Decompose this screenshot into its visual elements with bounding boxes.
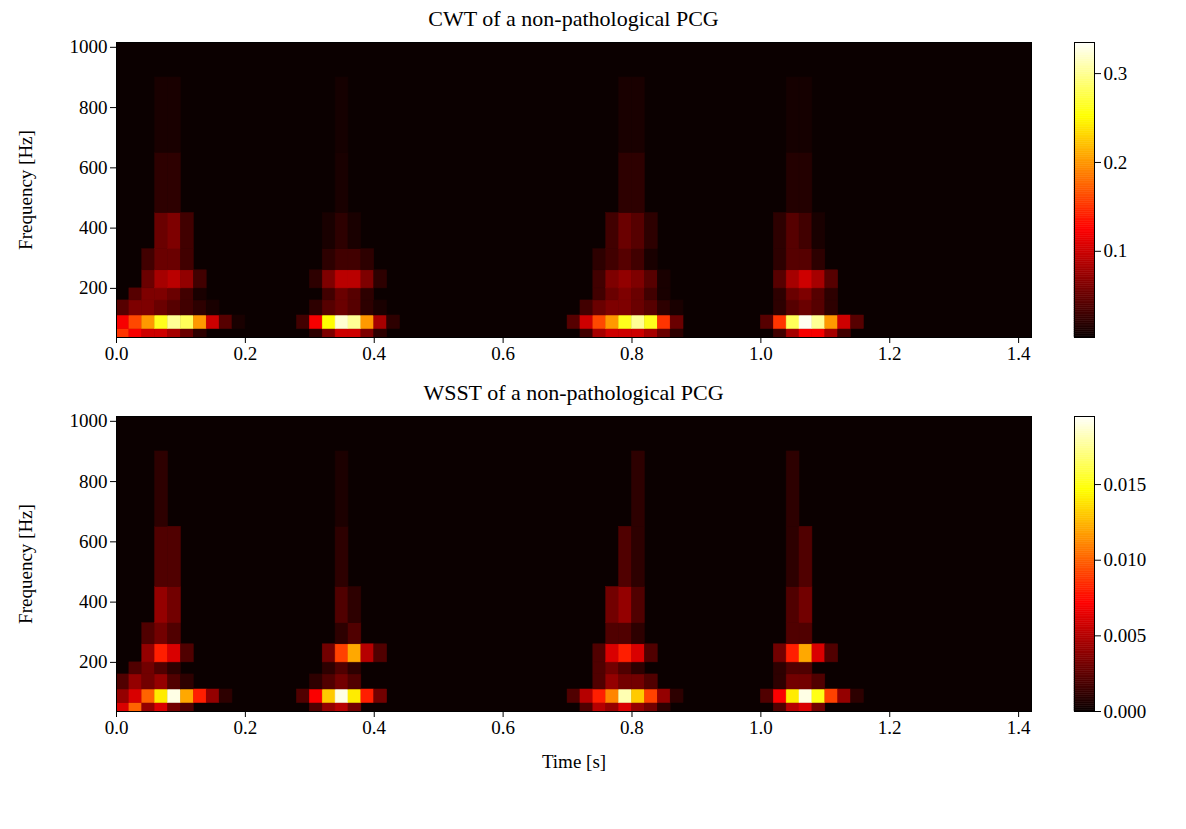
svg-text:400: 400 — [79, 217, 108, 238]
svg-text:1.0: 1.0 — [749, 343, 773, 364]
html-text:WSST of a non-pathological PCG: WSST of a non-pathological PCG — [423, 380, 724, 405]
svg-text:0.2: 0.2 — [233, 717, 257, 738]
svg-text:0.010: 0.010 — [1104, 549, 1147, 570]
svg-text:800: 800 — [79, 471, 108, 492]
svg-text:0.8: 0.8 — [620, 343, 644, 364]
svg-text:1000: 1000 — [70, 410, 108, 431]
svg-text:1.4: 1.4 — [1007, 343, 1031, 364]
svg-text:1.2: 1.2 — [878, 343, 902, 364]
svg-text:0.0: 0.0 — [105, 717, 129, 738]
svg-text:1.4: 1.4 — [1007, 717, 1031, 738]
svg-text:0.015: 0.015 — [1104, 474, 1147, 495]
svg-text:0.2: 0.2 — [1104, 152, 1128, 173]
svg-text:0.8: 0.8 — [620, 717, 644, 738]
svg-text:800: 800 — [79, 97, 108, 118]
svg-text:0.2: 0.2 — [233, 343, 257, 364]
svg-text:1.2: 1.2 — [878, 717, 902, 738]
svg-text:0.000: 0.000 — [1104, 701, 1147, 722]
svg-text:Frequency [Hz]: Frequency [Hz] — [15, 504, 36, 624]
svg-text:0.1: 0.1 — [1104, 240, 1128, 261]
svg-text:0.005: 0.005 — [1104, 625, 1147, 646]
svg-text:600: 600 — [79, 157, 108, 178]
svg-text:Time [s]: Time [s] — [542, 751, 606, 772]
svg-text:0.4: 0.4 — [362, 343, 386, 364]
svg-text:200: 200 — [79, 277, 108, 298]
svg-text:0.3: 0.3 — [1104, 63, 1128, 84]
svg-text:1.0: 1.0 — [749, 717, 773, 738]
svg-text:1000: 1000 — [70, 36, 108, 57]
svg-text:0.0: 0.0 — [105, 343, 129, 364]
html-text:CWT of a non-pathological PCG: CWT of a non-pathological PCG — [428, 6, 719, 31]
svg-text:0.4: 0.4 — [362, 717, 386, 738]
svg-text:200: 200 — [79, 651, 108, 672]
svg-text:600: 600 — [79, 531, 108, 552]
svg-text:0.6: 0.6 — [491, 343, 515, 364]
svg-text:Frequency [Hz]: Frequency [Hz] — [15, 130, 36, 250]
svg-text:0.6: 0.6 — [491, 717, 515, 738]
svg-text:400: 400 — [79, 591, 108, 612]
